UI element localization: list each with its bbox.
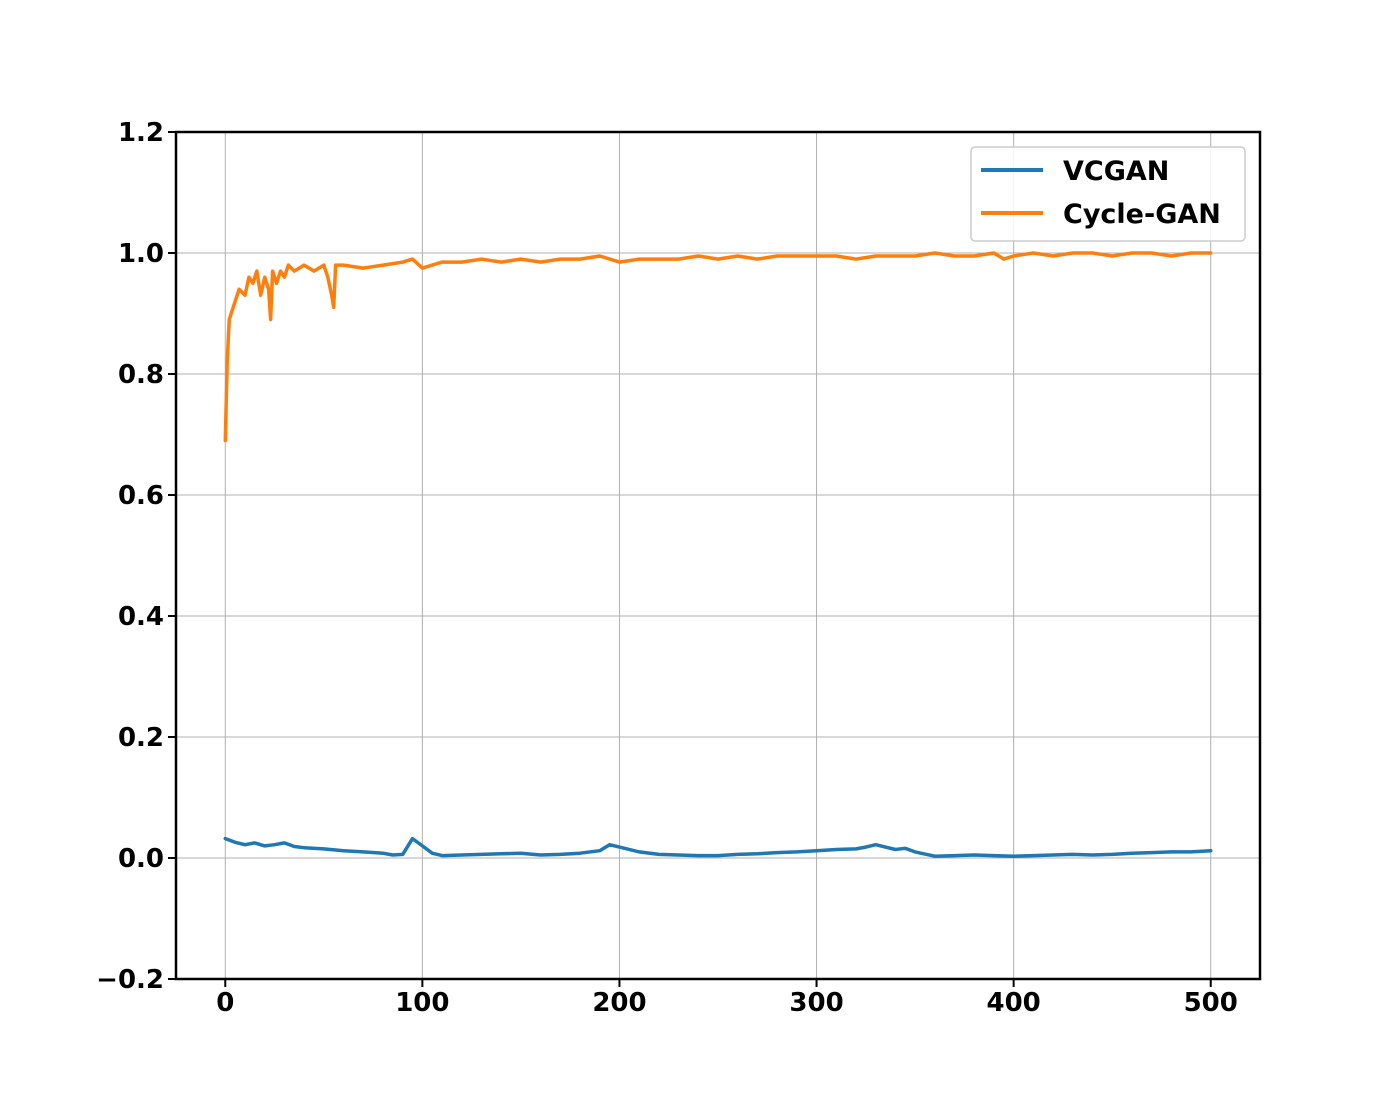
y-tick-label: 0.4 xyxy=(118,602,164,632)
x-tick-label: 500 xyxy=(1184,988,1238,1018)
series-line-vcgan xyxy=(223,836,1213,858)
legend-label-vcgan: VCGAN xyxy=(1063,156,1169,187)
y-tick-label: −0.2 xyxy=(96,965,164,995)
x-tick-label: 0 xyxy=(216,988,234,1018)
series-line-cycle-gan xyxy=(223,251,1213,443)
legend-label-cycle-gan: Cycle-GAN xyxy=(1063,199,1221,230)
y-tick-label: 1.2 xyxy=(118,118,164,148)
x-tick-label: 300 xyxy=(789,988,843,1018)
x-tick-label: 100 xyxy=(395,988,449,1018)
plot-area-frame xyxy=(174,130,1262,981)
y-tick-label: 0.0 xyxy=(118,844,164,874)
legend: VCGAN Cycle-GAN xyxy=(970,146,1246,242)
series-lines xyxy=(223,251,1213,858)
x-tick-label: 400 xyxy=(986,988,1040,1018)
axis-ticks: 0 100 200 300 400 500 −0.2 0.0 0.2 0.4 0.6 0.8 1.0 1.… xyxy=(96,118,1238,1018)
y-tick-label: 0.2 xyxy=(118,723,164,753)
x-tick-label: 200 xyxy=(592,988,646,1018)
y-tick-label: 0.6 xyxy=(118,481,164,511)
y-tick-label: 1.0 xyxy=(118,239,164,269)
y-tick-label: 0.8 xyxy=(118,360,164,390)
